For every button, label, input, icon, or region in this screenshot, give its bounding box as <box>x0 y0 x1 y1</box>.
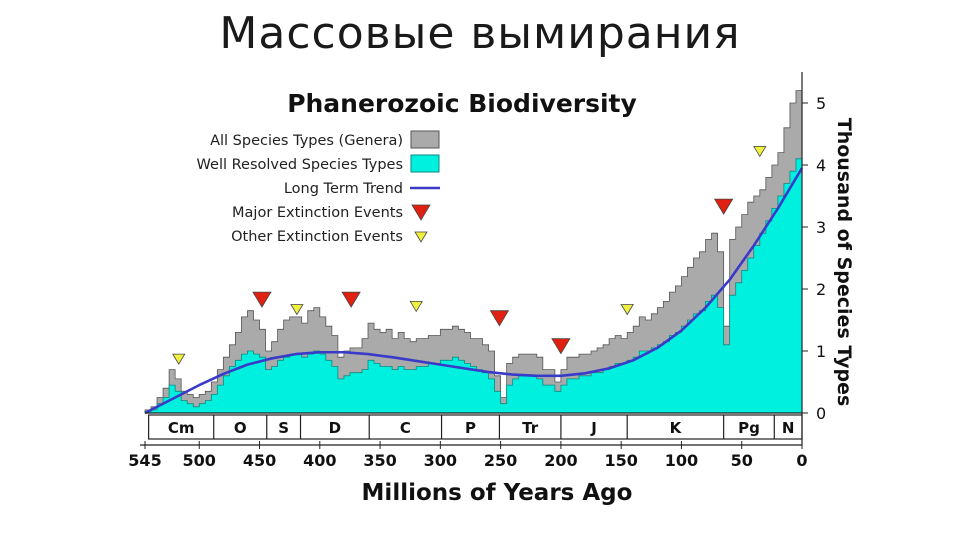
period-label: P <box>465 419 476 437</box>
x-tick-label: 500 <box>183 451 216 470</box>
legend-marker-other <box>414 231 428 243</box>
x-tick-label: 0 <box>796 451 807 470</box>
y-tick-label: 1 <box>816 342 826 361</box>
legend-swatch-all <box>410 130 440 149</box>
major-extinction-marker <box>341 291 361 308</box>
y-tick-label: 2 <box>816 280 826 299</box>
y-tick-label: 3 <box>816 218 826 237</box>
major-extinction-marker <box>551 338 571 355</box>
period-bar-frame <box>148 414 803 440</box>
x-tick-label: 400 <box>303 451 336 470</box>
x-tick-label: 100 <box>665 451 698 470</box>
x-tick-label: 200 <box>544 451 577 470</box>
legend-label: Long Term Trend <box>284 181 403 197</box>
x-tick-label: 150 <box>604 451 637 470</box>
legend-marker-major <box>411 204 431 221</box>
chart-title: Phanerozoic Biodiversity <box>287 89 637 118</box>
series-long-term-trend-line <box>144 167 804 415</box>
period-label: Tr <box>522 419 539 437</box>
legend-swatch-resolved <box>410 154 440 173</box>
period-label: D <box>329 419 341 437</box>
other-extinction-marker <box>172 353 186 365</box>
period-label: O <box>234 419 247 437</box>
x-axis-label: Millions of Years Ago <box>362 480 633 506</box>
series-all-species-area <box>144 81 803 414</box>
legend-label: All Species Types (Genera) <box>210 133 403 149</box>
plot-area <box>144 81 804 415</box>
other-extinction-marker <box>620 304 634 316</box>
y-axis-label: Thousand of Species Types <box>833 118 855 407</box>
legend-label: Well Resolved Species Types <box>197 157 403 173</box>
period-label: S <box>278 419 289 437</box>
other-extinction-marker <box>290 304 304 316</box>
period-label: J <box>590 419 597 437</box>
y-tick-label: 5 <box>816 94 826 113</box>
major-extinction-marker <box>252 291 272 308</box>
slide-title: Массовые вымирания <box>219 8 741 59</box>
x-tick-label: 50 <box>731 451 753 470</box>
period-label: N <box>782 419 795 437</box>
legend-label: Major Extinction Events <box>232 205 403 221</box>
x-tick-label: 545 <box>128 451 161 470</box>
major-extinction-marker <box>489 310 510 327</box>
x-tick-label: 300 <box>424 451 457 470</box>
series-well-resolved-area <box>144 155 803 414</box>
legend: All Species Types (Genera) Well Resolved … <box>197 130 440 245</box>
other-extinction-marker <box>753 146 767 158</box>
legend-label: Other Extinction Events <box>231 229 403 245</box>
x-tick-label: 450 <box>243 451 276 470</box>
period-label: K <box>670 419 683 437</box>
geologic-period-bar: Cm O S D C P Tr J K Pg N <box>148 414 803 440</box>
y-tick-label: 0 <box>816 404 826 423</box>
other-extinction-marker <box>409 301 423 313</box>
y-tick-label: 4 <box>816 156 826 175</box>
period-label: C <box>400 419 411 437</box>
major-extinction-marker <box>713 198 734 215</box>
x-tick-label: 350 <box>363 451 396 470</box>
period-label: Cm <box>168 419 195 437</box>
x-tick-label: 250 <box>484 451 517 470</box>
period-label: Pg <box>738 419 760 437</box>
